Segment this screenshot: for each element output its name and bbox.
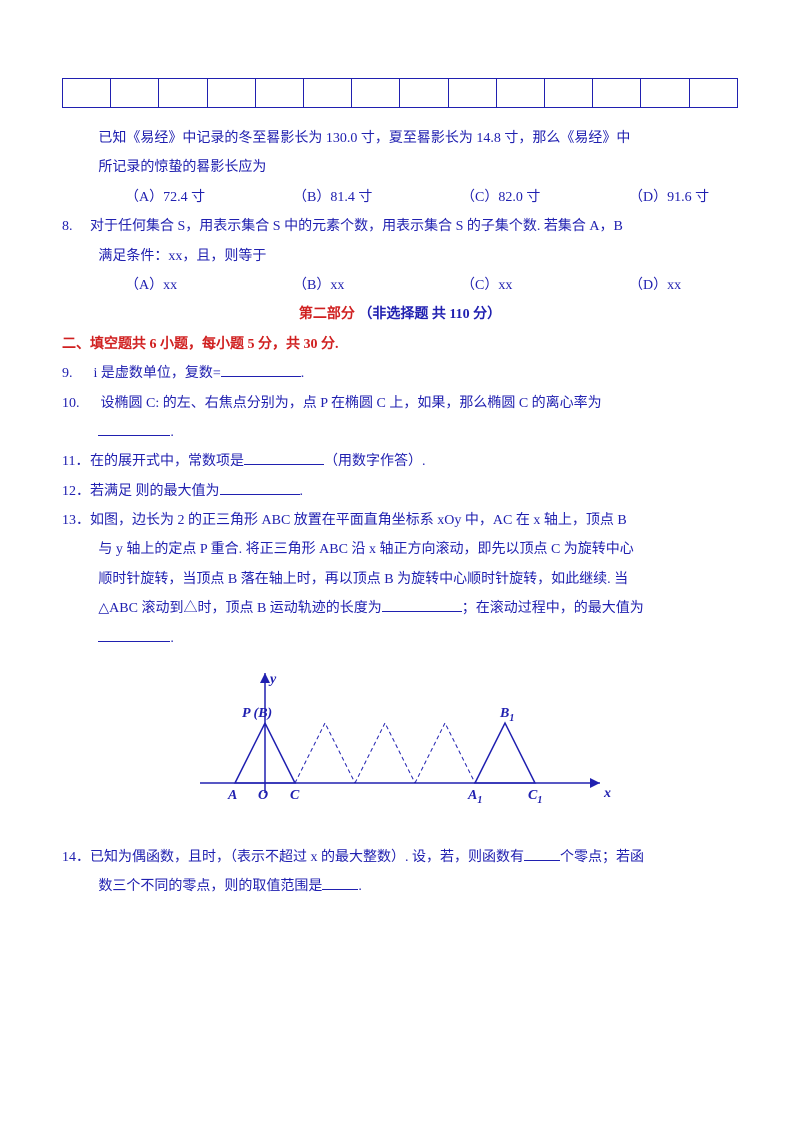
q11-line: 11．在的展开式中，常数项是 （用数字作答）. (62, 447, 738, 476)
q13-post: . (170, 631, 174, 646)
cell (545, 79, 593, 108)
cell (255, 79, 303, 108)
q12-pre: 若满足 则的最大值为 (90, 484, 220, 499)
q9-blank (221, 362, 301, 377)
q13-diagram: y P (B) B1 A O C A1 C1 x (62, 663, 738, 823)
q7-options: （A）72.4 寸 （B）81.4 寸 （C）82.0 寸 （D）91.6 寸 (62, 183, 738, 212)
cell (352, 79, 400, 108)
svg-text:A1: A1 (467, 788, 482, 806)
q8-line1: 8.对于任何集合 S，用表示集合 S 中的元素个数，用表示集合 S 的子集个数.… (62, 212, 738, 241)
q10-line2: . (62, 418, 738, 447)
svg-text:P (B): P (B) (242, 706, 272, 721)
label-B1: B (499, 706, 509, 721)
q13-line1: 13．如图，边长为 2 的正三角形 ABC 放置在平面直角坐标系 xOy 中，A… (62, 506, 738, 535)
q9-line: 9. i 是虚数单位，复数=. (62, 359, 738, 388)
q10-line1: 10. 设椭圆 C: 的左、右焦点分别为，点 P 在椭圆 C 上，如果，那么椭圆… (62, 389, 738, 418)
cell (159, 79, 207, 108)
label-B: (B) (254, 706, 273, 721)
rolling-triangle-svg: y P (B) B1 A O C A1 C1 x (180, 663, 620, 823)
q11-blank (244, 450, 324, 465)
q13-number: 13． (62, 506, 90, 535)
label-A1sub: 1 (477, 795, 482, 806)
q13-text1: 如图，边长为 2 的正三角形 ABC 放置在平面直角坐标系 xOy 中，AC 在… (90, 513, 627, 528)
q13-line2: 与 y 轴上的定点 P 重合. 将正三角形 ABC 沿 x 轴正方向滚动，即先以… (62, 535, 738, 564)
cell (304, 79, 352, 108)
cell (63, 79, 111, 108)
section2-title-red: 第二部分 (299, 307, 355, 322)
q9-post: . (301, 366, 305, 381)
label-x: x (603, 786, 611, 801)
q14-l2-post: . (358, 879, 362, 894)
q8-text1: 对于任何集合 S，用表示集合 S 中的元素个数，用表示集合 S 的子集个数. 若… (90, 219, 623, 234)
q7-option-d: （D）91.6 寸 (629, 183, 709, 212)
q8-option-c: （C）xx (461, 271, 629, 300)
q8-line2: 满足条件：xx，且，则等于 (62, 242, 738, 271)
q7-option-c: （C）82.0 寸 (461, 183, 629, 212)
cell (111, 79, 159, 108)
section2-title: 第二部分 （非选择题 共 110 分） (62, 300, 738, 329)
q14-l2-pre: 数三个不同的零点，则的取值范围是 (98, 879, 322, 894)
q13-line3: 顺时针旋转，当顶点 B 落在轴上时，再以顶点 B 为旋转中心顺时针旋转，如此继续… (62, 565, 738, 594)
label-A1: A (467, 788, 477, 803)
cell (496, 79, 544, 108)
q12-line: 12．若满足 则的最大值为. (62, 477, 738, 506)
q14-number: 14． (62, 843, 90, 872)
q13-line4: △ABC 滚动到△时，顶点 B 运动轨迹的长度为 ；在滚动过程中，的最大值为 (62, 594, 738, 623)
q13-l4-mid: ；在滚动过程中，的最大值为 (462, 601, 644, 616)
q7-option-b: （B）81.4 寸 (293, 183, 461, 212)
cell (400, 79, 448, 108)
q12-number: 12． (62, 477, 90, 506)
cell (593, 79, 641, 108)
label-C1sub: 1 (537, 795, 542, 806)
cell (207, 79, 255, 108)
q12-post: . (300, 484, 304, 499)
label-B1sub: 1 (509, 713, 514, 724)
q13-line5: . (62, 624, 738, 653)
q14-blank1 (524, 846, 560, 861)
q10-blank (98, 421, 170, 436)
label-O: O (258, 788, 268, 803)
q8-options: （A）xx （B）xx （C）xx （D）xx (62, 271, 738, 300)
q11-number: 11． (62, 447, 90, 476)
svg-text:C1: C1 (528, 788, 542, 806)
cell (448, 79, 496, 108)
label-P: P (242, 706, 251, 721)
q10-text1: 设椭圆 C: 的左、右焦点分别为，点 P 在椭圆 C 上，如果，那么椭圆 C 的… (101, 396, 602, 411)
q8-option-b: （B）xx (293, 271, 461, 300)
table-row (63, 79, 738, 108)
q13-l4-pre: △ABC 滚动到△时，顶点 B 运动轨迹的长度为 (98, 601, 381, 616)
fill-blank-header: 二、填空题共 6 小题，每小题 5 分，共 30 分. (62, 330, 738, 359)
q8-number: 8. (62, 212, 90, 241)
page-root: 已知《易经》中记录的冬至晷影长为 130.0 寸，夏至晷影长为 14.8 寸，那… (0, 0, 800, 1132)
q7-context-line2: 所记录的惊蛰的晷影长应为 (62, 153, 738, 182)
q10-post: . (170, 425, 174, 440)
q13-blank2 (98, 627, 170, 642)
q14-line1: 14．已知为偶函数，且时，（表示不超过 x 的最大整数）. 设，若，则函数有 个零… (62, 843, 738, 872)
q13-blank1 (382, 597, 462, 612)
section2-title-rest: （非选择题 共 110 分） (358, 307, 501, 322)
q7-context-line1: 已知《易经》中记录的冬至晷影长为 130.0 寸，夏至晷影长为 14.8 寸，那… (62, 124, 738, 153)
q14-blank2 (322, 875, 358, 890)
q11-pre: 在的展开式中，常数项是 (90, 454, 244, 469)
q12-blank (220, 480, 300, 495)
q14-l1-pre: 已知为偶函数，且时，（表示不超过 x 的最大整数）. 设，若，则函数有 (90, 850, 524, 865)
q14-l1-post: 个零点；若函 (560, 850, 644, 865)
cell (641, 79, 689, 108)
cell (689, 79, 737, 108)
q14-line2: 数三个不同的零点，则的取值范围是. (62, 872, 738, 901)
q11-post: （用数字作答）. (324, 454, 426, 469)
answer-grid-table (62, 78, 738, 108)
label-A: A (227, 788, 237, 803)
q9-pre: i 是虚数单位，复数= (94, 366, 221, 381)
q8-option-d: （D）xx (629, 271, 681, 300)
q8-option-a: （A）xx (125, 271, 293, 300)
label-C: C (290, 788, 300, 803)
q9-number: 9. (62, 359, 90, 388)
label-y: y (268, 672, 277, 687)
q10-number: 10. (62, 389, 90, 418)
q7-option-a: （A）72.4 寸 (125, 183, 293, 212)
svg-text:B1: B1 (499, 706, 514, 724)
